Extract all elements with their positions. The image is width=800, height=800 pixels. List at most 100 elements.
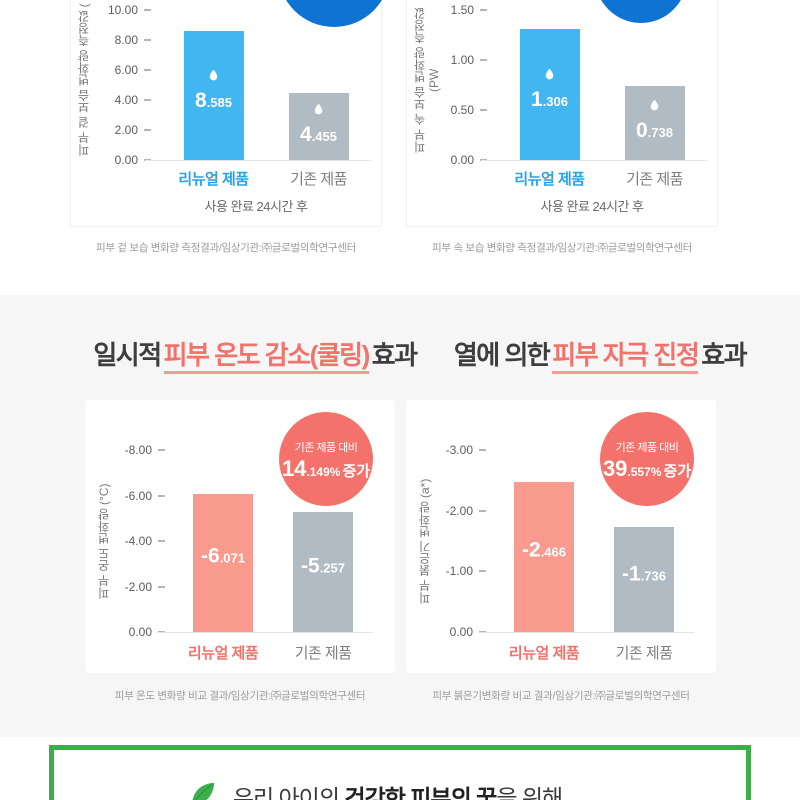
water-drop-icon (207, 67, 220, 88)
category-label-existing: 기존 제품 (615, 645, 673, 662)
tick-mark (479, 509, 486, 512)
y-tick: 8.00 (115, 33, 151, 47)
y-tick-label: 1.50 (450, 3, 474, 17)
x-axis-line (157, 632, 373, 633)
y-tick-label: -6.00 (124, 488, 152, 503)
tick-mark (158, 449, 165, 451)
category-labels: 리뉴얼 제품 기존 제품 (173, 642, 373, 663)
y-tick-label: 0.00 (114, 153, 138, 167)
effects-section: 일시적 피부 온도 감소(쿨링) 효과 열에 의한 피부 자극 진정 효과 기존 제품 … (0, 295, 800, 737)
plot-area: 1.306 0.738 (481, 10, 707, 161)
water-drop-icon (312, 101, 325, 122)
water-drop-icon (543, 66, 556, 87)
y-axis: -8.00 -6.00 -4.00 -2.00 0.00 (85, 443, 165, 639)
y-tick: 1.00 (451, 53, 487, 67)
x-axis-line (145, 160, 371, 161)
category-label-renewal: 리뉴얼 제품 (508, 645, 580, 662)
x-axis-note: 사용 완료 24시간 후 (204, 199, 308, 214)
y-tick-label: 2.00 (114, 123, 138, 137)
plot-area: -6.071 -5.257 (157, 450, 373, 633)
bar-value: -1.736 (622, 562, 666, 586)
bar-value: -5.257 (301, 554, 345, 578)
x-axis-line (481, 160, 707, 161)
tick-mark (144, 69, 151, 71)
chart-card-inner-moisture: 피부 속 보습 변화량 측정값 (PW 1.50 1.00 0.50 0.00 1.3… (406, 0, 718, 227)
comparison-badge: 기존 제품 대비 39.557% 증가 (600, 412, 694, 506)
y-tick-label: 6.00 (114, 63, 138, 77)
title-highlight: 피부 자극 진정 (552, 340, 700, 374)
y-tick-label: -2.00 (445, 503, 473, 518)
badge-value: 14.149% 증가 (281, 455, 371, 481)
section-title-cooling: 일시적 피부 온도 감소(쿨링) 효과 (45, 335, 465, 374)
comparison-badge: 기존 제품 대비 14.149% 증가 (279, 412, 373, 506)
y-tick-label: 0.00 (128, 625, 152, 639)
leaf-icon (192, 782, 215, 800)
plot-area: 8.585 4.455 (145, 10, 371, 161)
category-label-renewal: 리뉴얼 제품 (178, 171, 249, 188)
category-label-renewal: 리뉴얼 제품 (187, 645, 259, 662)
y-tick: 6.00 (115, 63, 151, 77)
bar-value: 8.585 (195, 89, 232, 113)
y-tick-label: 4.00 (114, 93, 138, 107)
y-tick: 1.50 (451, 3, 487, 17)
tick-mark (158, 540, 165, 542)
footer-banner: 우리 아이의 건강한 피부의 꿈을 위해 (49, 745, 751, 800)
y-tick: -6.00 (125, 489, 165, 503)
y-tick-label: 0.00 (449, 625, 473, 639)
y-axis: 1.50 1.00 0.50 0.00 (407, 3, 487, 167)
y-axis: -3.00 -2.00 -1.00 0.00 (406, 443, 486, 639)
water-drop-icon (648, 97, 661, 118)
chart-card-skin-temperature: 기존 제품 대비 14.149% 증가 피부 온도 변화량 (°C) -8.00-… (85, 400, 395, 673)
category-label-existing: 기존 제품 (294, 645, 352, 662)
chart-card-surface-moisture: 피부 겉 보습 변화량 측정값 ( 10.00 8.00 6.00 4.00 2.00 0… (70, 0, 390, 227)
title-prefix: 일시적 (93, 340, 162, 370)
bar-existing-product: -1.736 (614, 526, 674, 632)
badge-value: 39.557% 증가 (602, 455, 692, 481)
y-tick: -8.00 (125, 443, 165, 457)
y-tick-label: -1.00 (445, 564, 473, 579)
y-tick: 0.50 (451, 103, 487, 117)
tick-mark (144, 99, 151, 101)
tick-mark (480, 9, 487, 11)
category-label-existing: 기존 제품 (290, 171, 347, 188)
tick-mark (144, 129, 151, 131)
bar-existing-product: 4.455 (288, 93, 349, 160)
y-tick-label: -3.00 (445, 443, 473, 457)
tick-mark (480, 59, 487, 61)
bar-annotation: -6.071 (193, 546, 253, 567)
footer-text-suffix: 을 위해 (496, 785, 563, 800)
bar-annotation: -1.736 (614, 564, 674, 585)
bar-annotation: 1.306 (520, 66, 580, 110)
title-highlight: 피부 온도 감소(쿨링) (163, 340, 370, 374)
y-tick-label: 1.00 (450, 53, 474, 67)
section-title-soothing: 열에 의한 피부 자극 진정 효과 (425, 335, 775, 374)
badge-label: 기존 제품 대비 (294, 441, 358, 454)
bar-value: 1.306 (531, 88, 568, 112)
footer-message: 우리 아이의 건강한 피부의 꿈을 위해 (233, 779, 563, 800)
y-tick-label: -4.00 (124, 534, 152, 548)
y-tick-label: 8.00 (114, 33, 138, 47)
chart-caption: 피부 붉은기변화량 비교 결과/임상기관:㈜글로벌의학연구센터 (432, 690, 690, 702)
y-tick: -1.00 (446, 564, 486, 578)
chart-caption: 피부 온도 변화량 비교 결과/임상기관:㈜글로벌의학연구센터 (114, 690, 366, 702)
x-axis-line (478, 632, 694, 633)
y-tick: 4.00 (115, 93, 151, 107)
y-tick-label: -8.00 (124, 443, 152, 457)
bar-renewal-product: -2.466 (514, 482, 574, 632)
category-labels: 리뉴얼 제품 기존 제품 (497, 168, 707, 189)
bar-renewal-product: 1.306 (519, 29, 580, 160)
tick-mark (479, 449, 486, 451)
chart-caption: 피부 겉 보습 변화량 측정결과/임상기관:㈜글로벌의학연구센터 (96, 242, 356, 254)
bar-annotation: -5.257 (293, 556, 353, 577)
y-tick-label: 0.00 (450, 153, 474, 167)
title-suffix: 효과 (701, 340, 747, 370)
bar-annotation: 0.738 (625, 97, 685, 141)
y-tick: 10.00 (108, 3, 151, 17)
bar-renewal-product: -6.071 (193, 493, 253, 632)
bar-value: 0.738 (636, 119, 673, 143)
category-labels: 리뉴얼 제품 기존 제품 (161, 168, 371, 189)
bar-annotation: 4.455 (289, 101, 349, 145)
y-tick: 2.00 (115, 123, 151, 137)
footer-text-bold: 건강한 피부의 꿈 (344, 785, 497, 800)
